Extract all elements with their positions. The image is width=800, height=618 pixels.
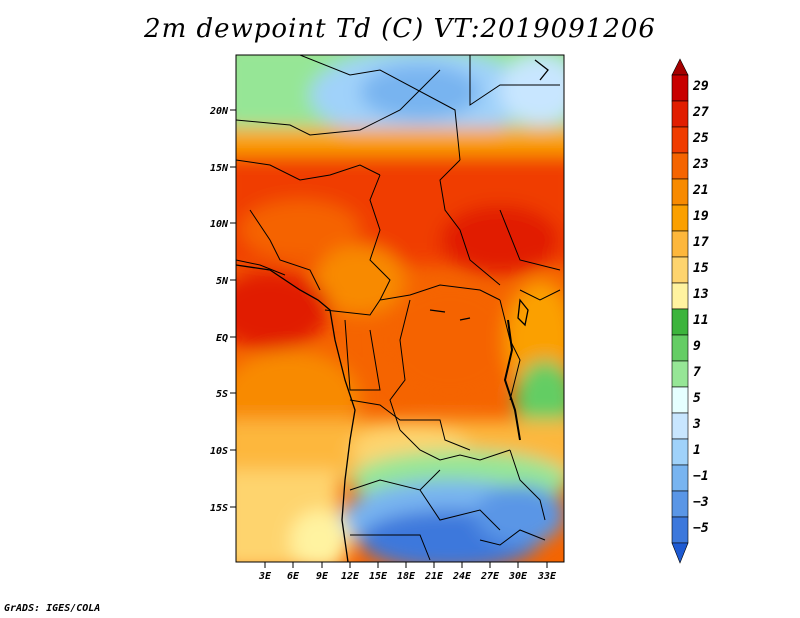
lon-tick-label: 6E	[287, 571, 300, 582]
lat-tick-label: 10N	[210, 219, 229, 230]
colorbar	[671, 58, 689, 564]
colorbar-label: 25	[692, 131, 709, 146]
colorbar-swatch	[671, 282, 689, 310]
colorbar-swatch	[671, 360, 689, 388]
colorbar-swatch	[671, 412, 689, 440]
lon-tick-label: 18E	[397, 571, 416, 582]
lon-tick-label: 21E	[424, 571, 444, 582]
colorbar-swatch	[671, 256, 689, 284]
colorbar-swatch	[671, 74, 689, 102]
colorbar-swatch	[671, 308, 689, 336]
colorbar-label: 17	[693, 235, 709, 250]
lon-tick-label: 3E	[258, 571, 272, 582]
lat-tick-label: EQ	[216, 333, 228, 344]
colorbar-swatch	[671, 516, 689, 544]
lat-tick-label: 15N	[210, 163, 229, 174]
colorbar-label: 7	[693, 365, 701, 380]
dewpoint-field	[236, 55, 564, 562]
colorbar-label: −3	[693, 495, 709, 510]
lon-axis: 3E 6E 9E 12E 15E 18E 21E 24E 27E 30E 33E	[258, 562, 557, 582]
map-title: 2m dewpoint Td (C) VT:2019091206	[144, 14, 656, 44]
lon-tick-label: 24E	[452, 571, 472, 582]
colorbar-label: 23	[692, 157, 709, 172]
lon-tick-label: 9E	[316, 571, 329, 582]
lon-tick-label: 27E	[480, 571, 500, 582]
lat-tick-label: 5S	[216, 389, 228, 400]
plot-frame	[235, 54, 565, 563]
colorbar-swatch	[671, 230, 689, 258]
lon-tick-label: 15E	[369, 571, 388, 582]
colorbar-swatch	[671, 204, 689, 232]
colorbar-label: 11	[693, 313, 709, 328]
colorbar-label: 15	[693, 261, 709, 276]
coastline	[236, 59, 549, 562]
colorbar-label: 27	[692, 105, 709, 120]
country-borders	[236, 55, 561, 561]
colorbar-swatch	[671, 490, 689, 518]
lon-tick-label: 12E	[341, 571, 360, 582]
lat-tick-label: 20N	[209, 106, 229, 117]
colorbar-swatch	[671, 100, 689, 128]
colorbar-label: 21	[692, 183, 709, 198]
colorbar-swatch	[671, 152, 689, 180]
colorbar-label: 3	[692, 417, 701, 432]
lat-tick-label: 15S	[210, 503, 228, 514]
lat-tick-label: 5N	[216, 276, 229, 287]
colorbar-swatch	[671, 464, 689, 492]
colorbar-swatch	[671, 334, 689, 362]
lon-tick-label: 33E	[537, 571, 557, 582]
colorbar-labels: 29 27 25 23 21 19 17 15 13 11 9 7 5 3 1 …	[692, 79, 709, 536]
colorbar-label: 9	[693, 339, 701, 354]
colorbar-label: 29	[692, 79, 709, 94]
colorbar-swatch	[671, 126, 689, 154]
credit-label: GrADS: IGES/COLA	[4, 603, 101, 614]
lat-tick-label: 10S	[210, 446, 228, 457]
colorbar-label: −5	[693, 521, 709, 536]
colorbar-label: 1	[693, 443, 701, 458]
colorbar-label: 5	[693, 391, 701, 406]
colorbar-swatch	[671, 386, 689, 414]
lat-axis: 20N 15N 10N 5N EQ 5S 10S 15S	[209, 106, 236, 514]
colorbar-swatch	[671, 542, 689, 564]
colorbar-label: −1	[693, 469, 709, 484]
colorbar-swatch	[671, 178, 689, 206]
colorbar-label: 19	[693, 209, 709, 224]
colorbar-swatch	[671, 58, 689, 76]
colorbar-label: 13	[693, 287, 709, 302]
lon-tick-label: 30E	[508, 571, 528, 582]
colorbar-swatch	[671, 438, 689, 466]
